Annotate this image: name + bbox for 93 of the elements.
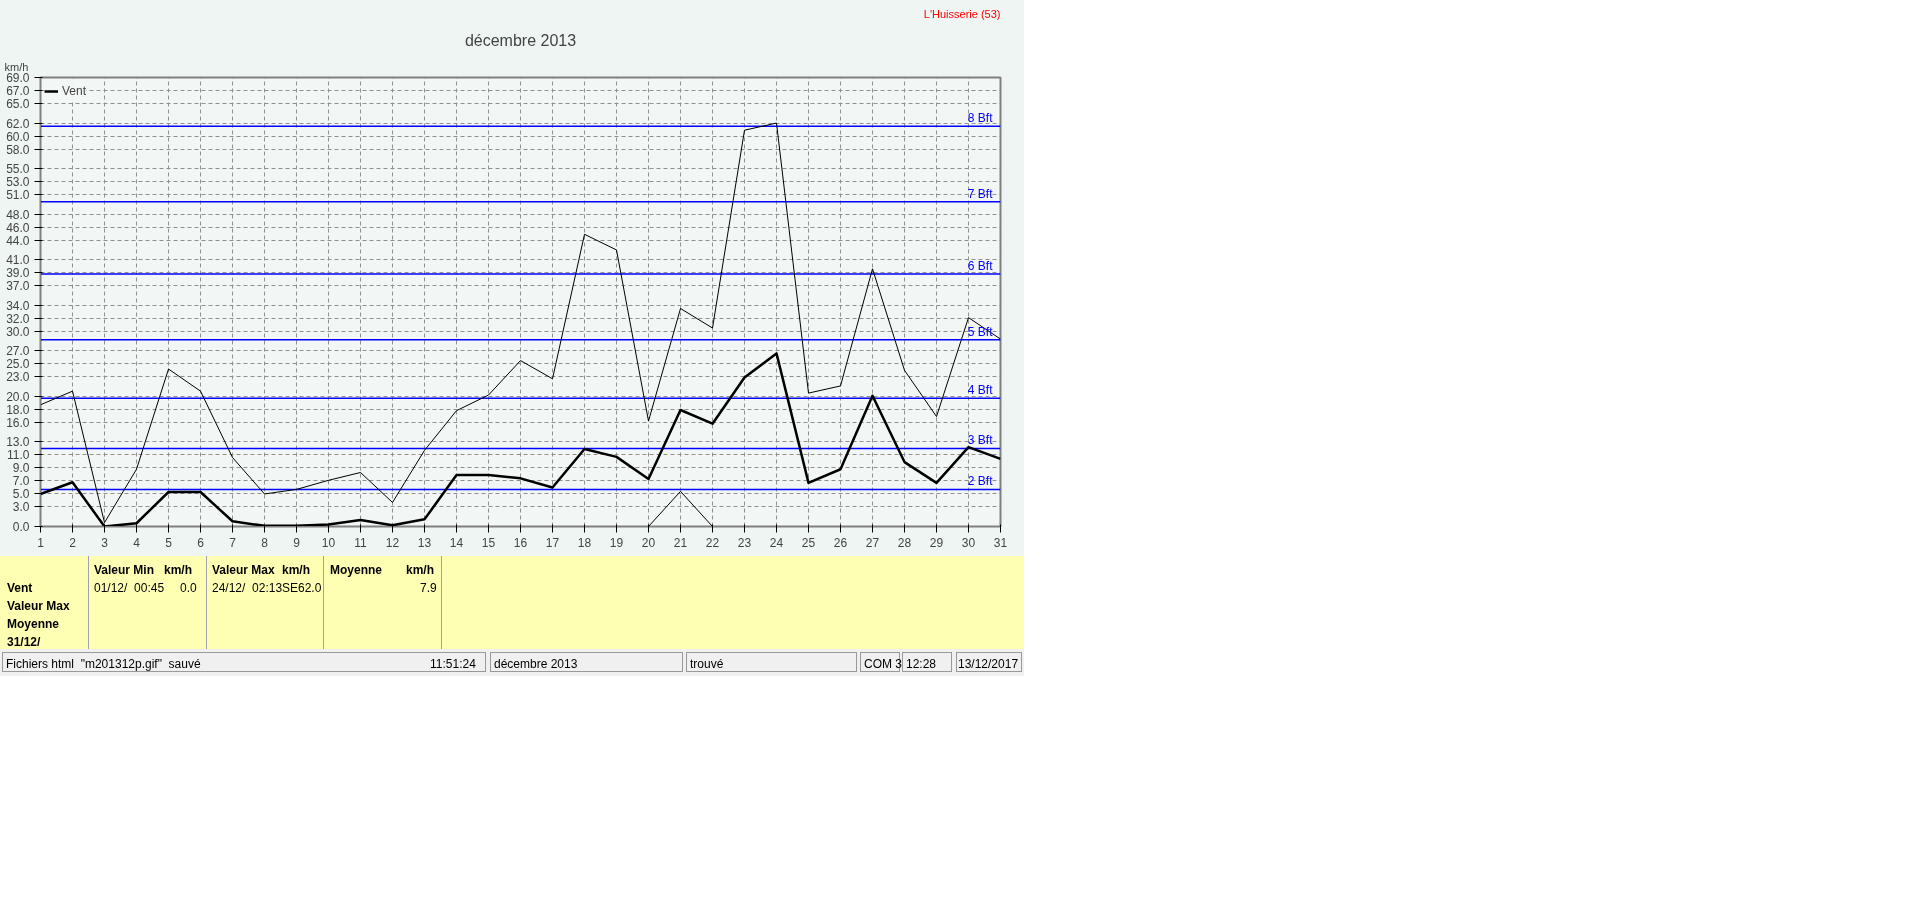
x-tick-label: 7 xyxy=(229,535,237,550)
y-tick-label: 27.0 xyxy=(6,344,30,359)
x-tick-label: 19 xyxy=(609,535,624,550)
y-tick-label: 46.0 xyxy=(6,220,30,235)
x-tick-label: 17 xyxy=(545,535,560,550)
y-tick-label: 39.0 xyxy=(6,266,30,281)
text: km/h xyxy=(164,562,193,579)
text: Valeur Max xyxy=(7,598,70,615)
x-tick-label: 5 xyxy=(165,535,173,550)
y-tick-label: 67.0 xyxy=(6,84,30,99)
text: 24/12/ 02:13SE xyxy=(212,580,299,597)
y-tick-label: 18.0 xyxy=(6,402,30,417)
y-tick-label: 34.0 xyxy=(6,298,30,313)
y-tick-label: 11.0 xyxy=(7,448,30,463)
text: Valeur Max xyxy=(212,562,275,579)
y-tick-label: 20.0 xyxy=(6,389,30,404)
x-tick-label: 12 xyxy=(385,535,400,550)
legend-label: Vent xyxy=(62,84,87,98)
x-tick-label: 24 xyxy=(769,535,784,550)
y-tick-label: 0.0 xyxy=(12,520,30,534)
x-tick-label: 8 xyxy=(261,535,269,550)
y-tick-label: 37.0 xyxy=(6,279,30,294)
text: L'Huisserie (53) xyxy=(923,7,1001,20)
y-tick-label: 48.0 xyxy=(6,207,30,222)
text: km/h xyxy=(282,562,311,579)
y-tick-label: 9.0 xyxy=(12,461,30,476)
y-tick-label: 65.0 xyxy=(6,97,30,112)
y-tick-label: 5.0 xyxy=(12,487,30,502)
x-tick-label: 15 xyxy=(481,535,496,550)
ref-line-label: 8 Bft xyxy=(967,111,994,126)
x-tick-label: 10 xyxy=(321,535,336,550)
text: 12:28 xyxy=(906,656,937,673)
y-tick-label: 7.0 xyxy=(12,474,30,489)
chart-title: décembre 2013 xyxy=(464,31,577,49)
text: Fichiers html "m201312p.gif" sauvé xyxy=(6,656,201,673)
y-tick-label: 13.0 xyxy=(6,435,30,450)
y-tick-label: 51.0 xyxy=(6,188,30,203)
x-tick-label: 22 xyxy=(705,535,720,550)
text: 01/12/ 00:45 xyxy=(94,580,165,597)
x-tick-label: 13 xyxy=(417,535,432,550)
x-tick-label: 4 xyxy=(133,535,141,550)
x-tick-label: 18 xyxy=(577,535,592,550)
y-tick-label: 58.0 xyxy=(6,142,30,157)
y-tick-label: 41.0 xyxy=(6,253,30,268)
text: 11:51:24 xyxy=(430,656,476,673)
x-tick-label: 21 xyxy=(673,535,688,550)
x-tick-label: 28 xyxy=(897,535,912,550)
y-tick-label: 25.0 xyxy=(6,357,30,372)
ref-line-label: 2 Bft xyxy=(967,474,994,489)
y-tick-label: 3.0 xyxy=(12,500,30,515)
y-tick-label: 55.0 xyxy=(6,162,30,177)
x-tick-label: 25 xyxy=(801,535,816,550)
x-tick-label: 3 xyxy=(101,535,109,550)
y-tick-label: 23.0 xyxy=(6,370,30,385)
text: Vent xyxy=(7,580,33,597)
y-tick-label: 62.0 xyxy=(6,116,30,131)
text: Valeur Min xyxy=(94,562,155,579)
ref-line-label: 7 Bft xyxy=(967,186,994,201)
x-tick-label: 30 xyxy=(961,535,976,550)
x-tick-label: 27 xyxy=(865,535,880,550)
y-tick-label: 60.0 xyxy=(6,129,30,144)
x-tick-label: 16 xyxy=(513,535,528,550)
x-tick-label: 31 xyxy=(993,535,1008,550)
ref-line-label: 4 Bft xyxy=(967,383,994,398)
text: 0.0 xyxy=(180,580,197,597)
y-tick-label: 44.0 xyxy=(6,233,30,248)
x-tick-label: 2 xyxy=(69,535,77,550)
text: km/h xyxy=(406,562,435,579)
text: 62.0 xyxy=(298,580,322,597)
x-tick-label: 1 xyxy=(37,535,45,550)
y-tick-label: 30.0 xyxy=(6,324,30,339)
x-tick-label: 14 xyxy=(449,535,464,550)
text: décembre 2013 xyxy=(494,656,578,673)
text: 7.9 xyxy=(420,580,437,597)
y-tick-label: 32.0 xyxy=(6,311,30,326)
y-axis-title: km/h xyxy=(4,60,29,73)
ref-line-label: 6 Bft xyxy=(967,259,994,274)
y-tick-label: 16.0 xyxy=(6,415,30,430)
text: trouvé xyxy=(690,656,724,673)
y-tick-label: 53.0 xyxy=(6,175,30,190)
x-tick-label: 23 xyxy=(737,535,752,550)
text: 31/12/ xyxy=(7,634,41,651)
y-tick-label: 69.0 xyxy=(6,71,30,85)
x-tick-label: 29 xyxy=(929,535,944,550)
text: Moyenne xyxy=(330,562,383,579)
x-tick-label: 20 xyxy=(641,535,656,550)
ref-line-label: 3 Bft xyxy=(967,433,994,448)
x-tick-label: 9 xyxy=(293,535,301,550)
ref-line-label: 5 Bft xyxy=(967,324,994,339)
x-tick-label: 6 xyxy=(197,535,205,550)
x-tick-label: 26 xyxy=(833,535,848,550)
text: Moyenne xyxy=(7,616,60,633)
x-tick-label: 11 xyxy=(354,535,368,550)
